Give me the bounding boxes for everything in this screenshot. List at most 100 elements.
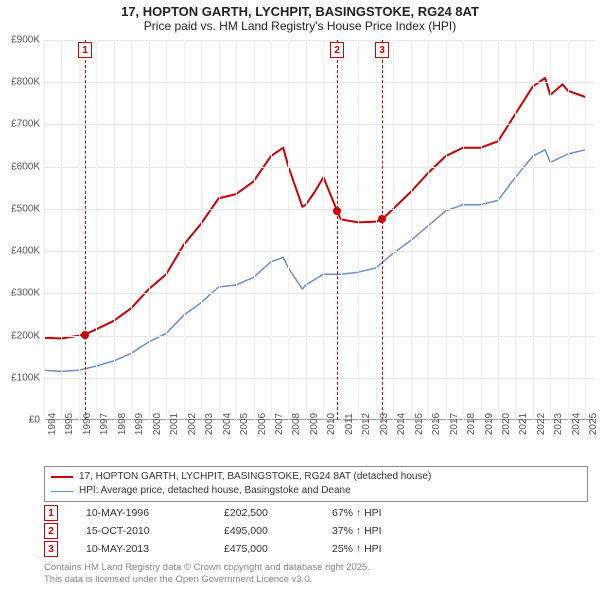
gridline-vertical bbox=[44, 40, 45, 420]
sale-row-badge: 1 bbox=[44, 505, 58, 521]
sale-row-pct: 37% ↑ HPI bbox=[332, 522, 452, 540]
y-tick-label: £600K bbox=[11, 161, 40, 172]
gridline-vertical bbox=[323, 40, 324, 420]
series-line-hpi bbox=[44, 150, 585, 372]
gridline-horizontal bbox=[44, 293, 594, 294]
gridline-vertical bbox=[585, 40, 586, 420]
gridline-horizontal bbox=[44, 40, 594, 41]
footer-line1: Contains HM Land Registry data © Crown c… bbox=[44, 562, 588, 574]
legend-label-hpi: HPI: Average price, detached house, Basi… bbox=[79, 484, 351, 498]
gridline-horizontal bbox=[44, 378, 594, 379]
x-tick-label: 1998 bbox=[117, 413, 128, 435]
gridline-vertical bbox=[533, 40, 534, 420]
x-tick-label: 2021 bbox=[518, 413, 529, 435]
sale-row-pct: 25% ↑ HPI bbox=[332, 540, 452, 558]
gridline-horizontal bbox=[44, 167, 594, 168]
x-tick-label: 2022 bbox=[536, 413, 547, 435]
y-tick-label: £100K bbox=[11, 372, 40, 383]
legend: 17, HOPTON GARTH, LYCHPIT, BASINGSTOKE, … bbox=[44, 466, 588, 502]
x-tick-label: 2003 bbox=[204, 413, 215, 435]
gridline-vertical bbox=[550, 40, 551, 420]
gridline-vertical bbox=[358, 40, 359, 420]
x-tick-label: 2009 bbox=[309, 413, 320, 435]
x-tick-label: 2008 bbox=[291, 413, 302, 435]
sale-marker-line bbox=[337, 40, 338, 420]
gridline-vertical bbox=[149, 40, 150, 420]
footer: Contains HM Land Registry data © Crown c… bbox=[44, 562, 588, 586]
y-tick-label: £700K bbox=[11, 119, 40, 130]
gridline-vertical bbox=[428, 40, 429, 420]
gridline-vertical bbox=[254, 40, 255, 420]
gridline-vertical bbox=[341, 40, 342, 420]
x-tick-label: 2002 bbox=[187, 413, 198, 435]
x-tick-label: 2010 bbox=[326, 413, 337, 435]
gridline-vertical bbox=[393, 40, 394, 420]
sale-row-date: 15-OCT-2010 bbox=[86, 522, 196, 540]
gridline-vertical bbox=[498, 40, 499, 420]
legend-item-property: 17, HOPTON GARTH, LYCHPIT, BASINGSTOKE, … bbox=[51, 470, 581, 484]
x-tick-label: 2019 bbox=[484, 413, 495, 435]
y-tick-label: £400K bbox=[11, 246, 40, 257]
sale-row: 110-MAY-1996£202,50067% ↑ HPI bbox=[44, 504, 588, 522]
chart-subtitle: Price paid vs. HM Land Registry's House … bbox=[0, 19, 600, 33]
x-tick-label: 1995 bbox=[64, 413, 75, 435]
x-tick-label: 2012 bbox=[361, 413, 372, 435]
x-tick-label: 2016 bbox=[431, 413, 442, 435]
x-tick-label: 1997 bbox=[99, 413, 110, 435]
x-tick-label: 1996 bbox=[82, 413, 93, 435]
x-tick-label: 2005 bbox=[239, 413, 250, 435]
y-tick-label: £500K bbox=[11, 203, 40, 214]
gridline-vertical bbox=[376, 40, 377, 420]
gridline-vertical bbox=[201, 40, 202, 420]
gridline-vertical bbox=[184, 40, 185, 420]
x-tick-label: 1994 bbox=[47, 413, 58, 435]
x-tick-label: 2001 bbox=[169, 413, 180, 435]
sale-row-pct: 67% ↑ HPI bbox=[332, 504, 452, 522]
x-tick-label: 2006 bbox=[257, 413, 268, 435]
gridline-horizontal bbox=[44, 209, 594, 210]
sale-marker-dot bbox=[333, 207, 341, 215]
footer-line2: This data is licensed under the Open Gov… bbox=[44, 574, 588, 586]
sale-row: 2 15-OCT-2010 £495,000 37% ↑ HPI bbox=[44, 522, 588, 540]
x-tick-label: 2025 bbox=[588, 413, 599, 435]
y-axis: £0£100K£200K£300K£400K£500K£600K£700K£80… bbox=[0, 40, 44, 420]
x-tick-label: 2020 bbox=[501, 413, 512, 435]
sale-marker-dot bbox=[81, 331, 89, 339]
sale-row: 310-MAY-2013£475,00025% ↑ HPI bbox=[44, 540, 588, 558]
sale-marker-line bbox=[382, 40, 383, 420]
x-tick-label: 2023 bbox=[553, 413, 564, 435]
gridline-vertical bbox=[114, 40, 115, 420]
sale-row-price: £495,000 bbox=[224, 522, 304, 540]
gridline-vertical bbox=[61, 40, 62, 420]
gridline-vertical bbox=[481, 40, 482, 420]
gridline-vertical bbox=[568, 40, 569, 420]
legend-item-hpi: HPI: Average price, detached house, Basi… bbox=[51, 484, 581, 498]
series-svg bbox=[44, 40, 594, 420]
sale-marker-badge: 1 bbox=[78, 42, 92, 58]
title-block: 17, HOPTON GARTH, LYCHPIT, BASINGSTOKE, … bbox=[0, 0, 600, 35]
x-tick-label: 1999 bbox=[134, 413, 145, 435]
gridline-horizontal bbox=[44, 82, 594, 83]
gridline-horizontal bbox=[44, 336, 594, 337]
gridline-horizontal bbox=[44, 251, 594, 252]
y-tick-label: £200K bbox=[11, 330, 40, 341]
gridline-vertical bbox=[131, 40, 132, 420]
gridline-vertical bbox=[288, 40, 289, 420]
gridline-vertical bbox=[236, 40, 237, 420]
sale-row-price: £202,500 bbox=[224, 504, 304, 522]
y-tick-label: £900K bbox=[11, 35, 40, 46]
gridline-vertical bbox=[411, 40, 412, 420]
x-tick-label: 2015 bbox=[414, 413, 425, 435]
x-tick-label: 2024 bbox=[571, 413, 582, 435]
x-tick-label: 2017 bbox=[449, 413, 460, 435]
x-axis: 1994199519961997199819992000200120022003… bbox=[44, 420, 594, 460]
gridline-horizontal bbox=[44, 124, 594, 125]
sale-row-date: 10-MAY-2013 bbox=[86, 540, 196, 558]
chart-title: 17, HOPTON GARTH, LYCHPIT, BASINGSTOKE, … bbox=[0, 4, 600, 19]
gridline-vertical bbox=[463, 40, 464, 420]
x-tick-label: 2011 bbox=[344, 413, 355, 435]
x-tick-label: 2018 bbox=[466, 413, 477, 435]
sale-row-badge: 2 bbox=[44, 523, 58, 539]
sale-row-price: £475,000 bbox=[224, 540, 304, 558]
plot-area: 123 bbox=[44, 40, 594, 420]
